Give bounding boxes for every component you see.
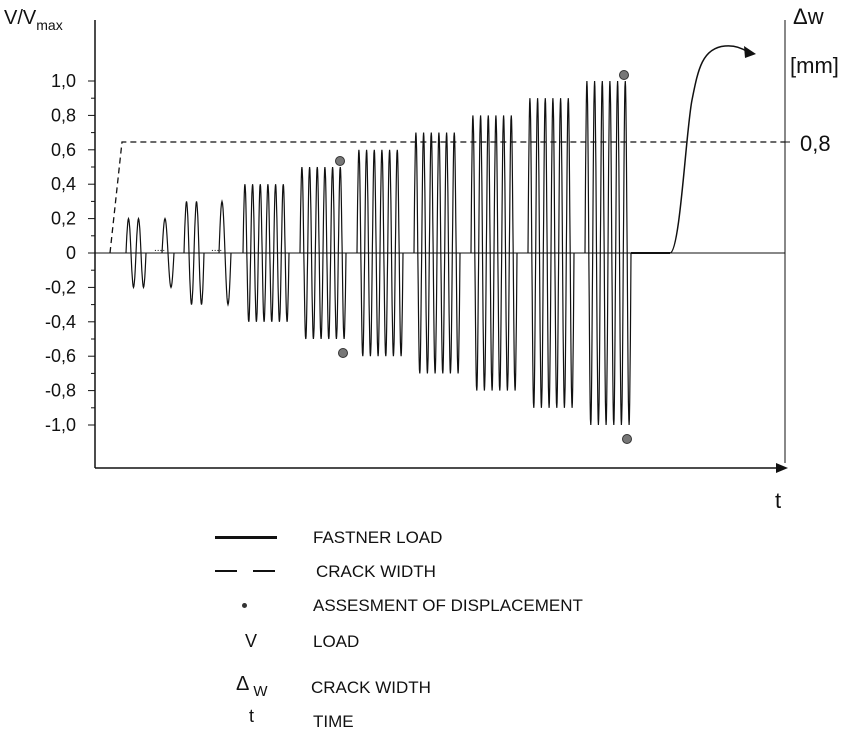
fastener-load-series: ........ — [125, 80, 670, 426]
legend-label-fastener-load: FASTNER LOAD — [313, 528, 443, 547]
legend-symbol-t: t — [249, 706, 255, 726]
legend-dot-icon — [242, 603, 247, 608]
legend-symbol-v: V — [245, 631, 258, 651]
assessment-dot — [335, 156, 345, 166]
legend-label-crack-width: CRACK WIDTH — [316, 562, 436, 581]
y-tick-label: 0,2 — [51, 209, 76, 229]
y-tick-label: 0 — [66, 243, 76, 263]
load-cycle-block — [218, 199, 232, 307]
load-cycle-block — [183, 201, 205, 305]
y-tick-label: -0,4 — [45, 312, 76, 332]
assessment-dot — [622, 434, 632, 444]
y2-tick-label: 0,8 — [800, 131, 831, 156]
legend-label-time: TIME — [313, 712, 354, 731]
y2-axis-unit: [mm] — [790, 53, 839, 78]
assessment-points — [335, 70, 632, 444]
legend-solid-line-icon — [215, 536, 277, 539]
y2-axis-title: Δw — [793, 4, 824, 29]
crack-width-series — [109, 141, 785, 254]
load-cycle-block — [299, 166, 347, 340]
displacement-line — [669, 45, 749, 254]
y-tick-label: -1,0 — [45, 415, 76, 435]
crack-width-line — [109, 141, 785, 254]
legend-dashed-line-icon-2 — [253, 570, 275, 572]
legend-label-crack-width-2: CRACK WIDTH — [311, 678, 431, 697]
y-axis-title: V/Vmax — [4, 7, 63, 33]
y2-ticks: 0,8 — [785, 131, 831, 156]
chart: 1,0 0,8 0,6 0,4 0,2 0 -0,2 -0,4 -0,6 -0,8 -1,0 0,8… — [4, 4, 839, 513]
load-cycle-block — [125, 216, 147, 290]
y-ticks: 1,0 0,8 0,6 0,4 0,2 0 -0,2 -0,4 -0,6 -0,8 -1,0 — [45, 71, 95, 435]
y-tick-label: 0,4 — [51, 174, 76, 194]
y-tick-label: -0,2 — [45, 277, 76, 297]
x-axis-title: t — [775, 488, 781, 513]
displacement-curve — [669, 45, 756, 254]
y-tick-label: -0,8 — [45, 381, 76, 401]
load-cycle-block — [470, 115, 518, 391]
assessment-dot — [619, 70, 629, 80]
load-cycle-block — [584, 80, 632, 426]
ellipsis: .... — [211, 243, 222, 254]
legend-dashed-line-icon — [215, 570, 237, 572]
legend-label-load: LOAD — [313, 632, 360, 651]
y-tick-label: 0,8 — [51, 105, 76, 125]
load-cycle-block — [161, 217, 175, 289]
y-tick-label: 1,0 — [51, 71, 76, 91]
assessment-dot — [338, 348, 348, 358]
load-cycle-block — [242, 184, 290, 322]
load-cycle-block — [527, 98, 575, 408]
ellipsis: .... — [154, 243, 165, 254]
legend-label-assessment: ASSESMENT OF DISPLACEMENT — [313, 596, 583, 615]
y-tick-label: 0,6 — [51, 140, 76, 160]
displacement-arrow — [744, 46, 756, 58]
x-axis-arrow — [776, 463, 788, 473]
load-cycle-block — [413, 132, 461, 374]
y-tick-label: -0,6 — [45, 346, 76, 366]
load-cycle-block — [356, 149, 404, 357]
